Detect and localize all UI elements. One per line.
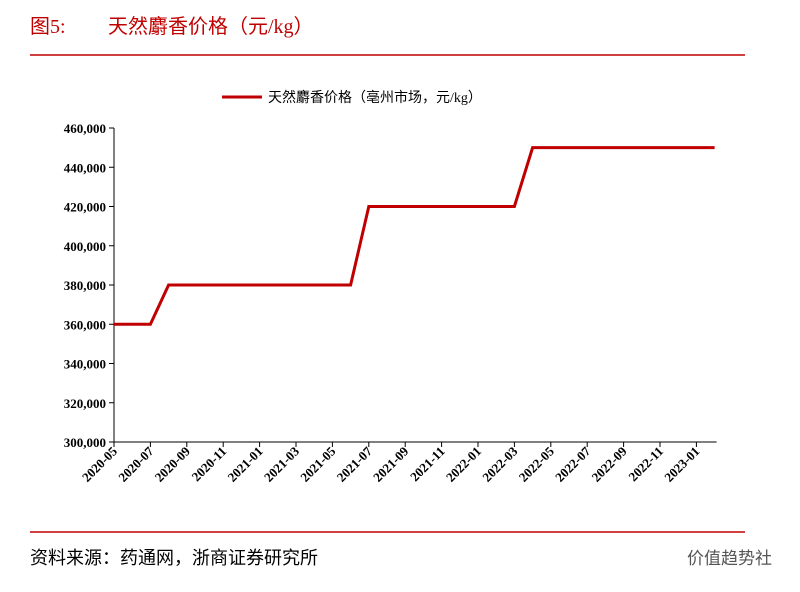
watermark: 价值趋势社 [687, 549, 772, 569]
y-tick-label: 380,000 [64, 278, 106, 293]
source: 资料来源：药通网，浙商证券研究所 [30, 548, 318, 568]
x-tick-label: 2022-07 [552, 443, 594, 485]
x-tick-label: 2022-03 [479, 443, 521, 485]
y-tick-label: 300,000 [64, 435, 106, 450]
y-tick-label: 320,000 [64, 396, 106, 411]
x-tick-label: 2021-09 [370, 443, 412, 485]
x-tick-label: 2022-09 [588, 443, 630, 485]
x-tick-label: 2021-07 [334, 443, 376, 485]
y-tick-label: 460,000 [64, 121, 106, 136]
y-tick-label: 360,000 [64, 317, 106, 332]
x-tick-label: 2020-09 [152, 443, 194, 485]
x-tick-label: 2023-01 [661, 444, 702, 485]
legend-label: 天然麝香价格（亳州市场，元/kg） [268, 89, 482, 106]
y-tick-label: 440,000 [64, 160, 106, 175]
x-tick-label: 2020-11 [189, 444, 230, 485]
x-tick-label: 2021-05 [297, 443, 339, 485]
x-tick-label: 2020-07 [115, 443, 157, 485]
chart: 300,000 320,000 340,000 360,000 380,000 400,0… [64, 89, 717, 485]
x-tick-label: 2021-03 [261, 443, 303, 485]
x-tick-label: 2021-01 [224, 444, 265, 485]
figure-title: 天然麝香价格（元/kg） [108, 15, 314, 38]
x-tick-label: 2022-01 [443, 444, 484, 485]
y-tick-label: 400,000 [64, 239, 106, 254]
figure-number: 图5: [30, 16, 66, 38]
x-tick-label: 2021-11 [407, 444, 448, 485]
y-tick-label: 420,000 [64, 200, 106, 215]
line [114, 146, 715, 326]
y-tick-label: 340,000 [64, 357, 106, 372]
x-tick-label: 2022-05 [516, 443, 558, 485]
x-tick-label: 2022-11 [625, 444, 666, 485]
